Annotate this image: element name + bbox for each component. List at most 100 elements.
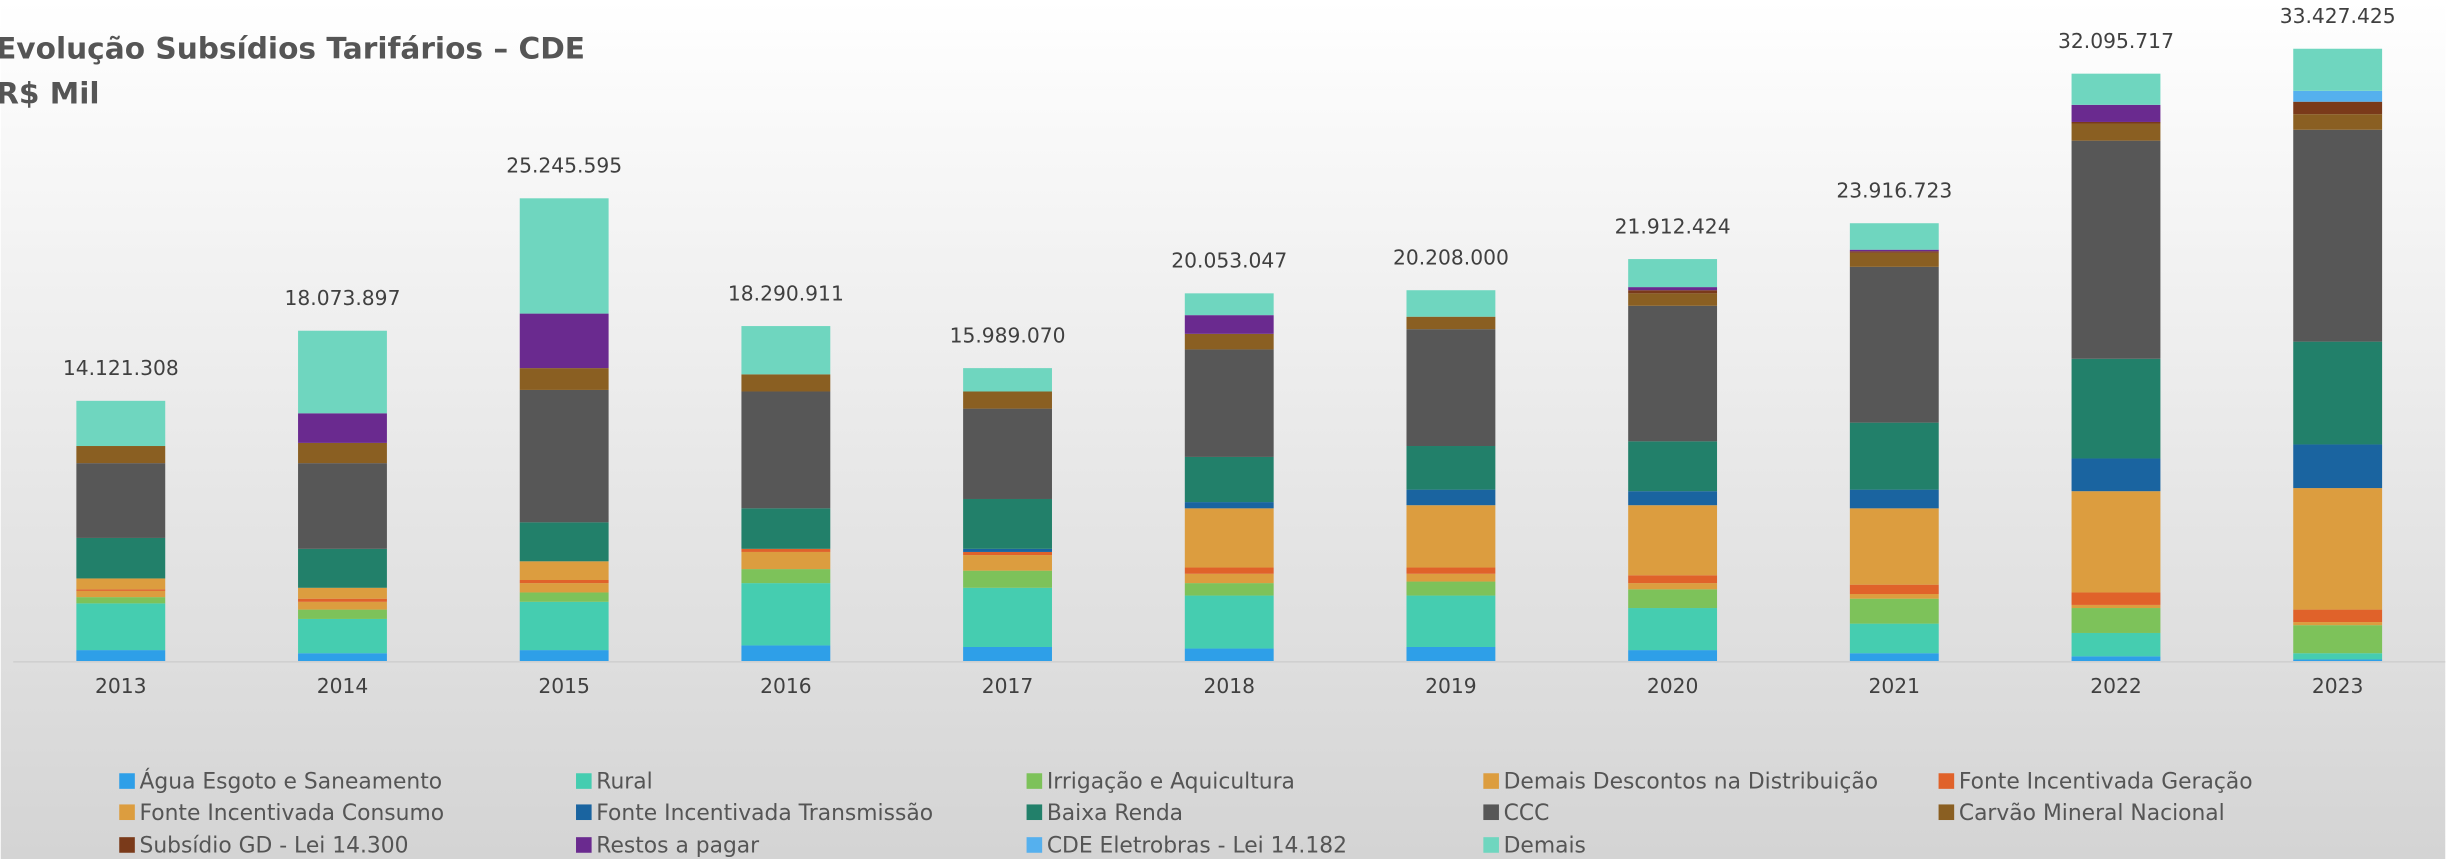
bar-segment [741, 548, 831, 552]
bar-segment [2071, 656, 2161, 662]
bar-segment [1184, 573, 1274, 584]
chart-title: Evolução Subsídios Tarifários – CDE [0, 31, 585, 65]
bar-segment [1184, 502, 1274, 509]
legend-swatch [576, 837, 592, 853]
bar-segment [741, 569, 831, 584]
legend-swatch [1483, 837, 1499, 853]
bar-segment [519, 592, 609, 602]
bar-segment [1406, 567, 1496, 574]
bar-segment [1184, 648, 1274, 662]
bar-segment [2071, 73, 2161, 105]
bar-segment [1628, 583, 1718, 590]
bar-segment [519, 583, 609, 593]
bar-segment [76, 597, 166, 604]
legend-swatch [1483, 804, 1499, 821]
bar-segment [2071, 632, 2161, 657]
legend-swatch [1483, 773, 1499, 789]
total-label: 25.245.595 [506, 154, 622, 178]
bar-segment [1184, 293, 1274, 316]
legend-label: Demais [1504, 834, 1586, 859]
legend-label: Restos a pagar [596, 834, 759, 859]
bar-segment [2293, 659, 2383, 662]
legend-label: Irrigação e Aquicultura [1047, 770, 1295, 795]
total-label: 15.989.070 [950, 323, 1066, 347]
bar-segment [963, 570, 1052, 588]
bar-segment [1628, 505, 1718, 576]
legend-label: Fonte Incentivada Transmissão [596, 801, 933, 826]
bar-segment [519, 198, 609, 314]
bar-segment [76, 590, 166, 598]
bar-segment [1628, 575, 1718, 584]
bar-segment [76, 603, 166, 651]
bar-segment [519, 368, 609, 390]
bar-segment [1849, 598, 1939, 624]
bar-segment [2071, 358, 2161, 459]
legend-swatch [576, 804, 592, 821]
bar-segment [741, 391, 831, 509]
x-tick-label: 2014 [317, 674, 369, 698]
bar-segment [76, 463, 166, 538]
bar-segment [1849, 508, 1939, 585]
bar-segment [741, 508, 831, 549]
bar-segment [2071, 592, 2161, 605]
bar-segment [76, 400, 166, 447]
bar-segment [2293, 90, 2383, 102]
bar-segment [2071, 458, 2161, 492]
bar-segment [1406, 489, 1496, 506]
bar-segment [1628, 287, 1718, 291]
bar-segment [519, 522, 609, 562]
bar-segment [519, 561, 609, 580]
x-tick-label: 2022 [2090, 674, 2142, 698]
bar-segment [2071, 121, 2161, 124]
bar-segment [1628, 305, 1718, 442]
bar-segment [741, 645, 831, 662]
bar-segment [298, 463, 387, 549]
bar-segment [1406, 595, 1496, 647]
bar-segment [963, 391, 1052, 409]
bar-segment [519, 579, 609, 584]
total-label: 20.208.000 [1393, 246, 1509, 270]
bar-segment [741, 326, 831, 375]
legend-swatch [1026, 773, 1043, 789]
legend-swatch [119, 773, 135, 789]
bar-segment [1849, 653, 1939, 662]
bar-segment [1628, 650, 1718, 662]
bar-segment [1628, 491, 1718, 506]
bar-segment [298, 442, 387, 464]
legend-label: Baixa Renda [1047, 801, 1183, 826]
bar-segment [1406, 316, 1496, 330]
legend-label: Carvão Mineral Nacional [1959, 801, 2225, 826]
legend-label: Fonte Incentivada Geração [1959, 770, 2253, 795]
bar-segment [1849, 251, 1939, 253]
bar-segment [2071, 104, 2161, 122]
bar-segment [76, 589, 166, 591]
bar-segment [76, 578, 166, 590]
total-label: 32.095.717 [2058, 29, 2174, 53]
bar-segment [1628, 293, 1718, 306]
bar-segment [1406, 290, 1496, 317]
bar-segment [963, 555, 1052, 571]
bar-segment [2293, 622, 2383, 626]
bar-segment [1849, 422, 1939, 490]
bar-segment [1849, 489, 1939, 509]
bar-segment [1184, 567, 1274, 574]
x-tick-label: 2016 [760, 674, 812, 698]
bar-segment [1849, 266, 1939, 423]
bar-segment [2293, 609, 2383, 623]
total-label: 18.073.897 [285, 286, 401, 310]
bar-segment [2293, 101, 2383, 115]
bar-segment [2293, 114, 2383, 130]
bar-segment [298, 548, 387, 588]
bar-segment [519, 389, 609, 523]
bar-segment [1406, 329, 1496, 447]
bar-segment [2071, 608, 2161, 633]
legend-swatch [1026, 804, 1043, 821]
bar-segment [1184, 315, 1274, 334]
bar-segment [519, 601, 609, 651]
bar-segment [298, 587, 387, 599]
bar-segment [1184, 583, 1274, 596]
bar-segment [1628, 441, 1718, 492]
bar-segment [1406, 581, 1496, 596]
bar-segment [963, 646, 1052, 662]
legend-swatch [1938, 804, 1955, 821]
